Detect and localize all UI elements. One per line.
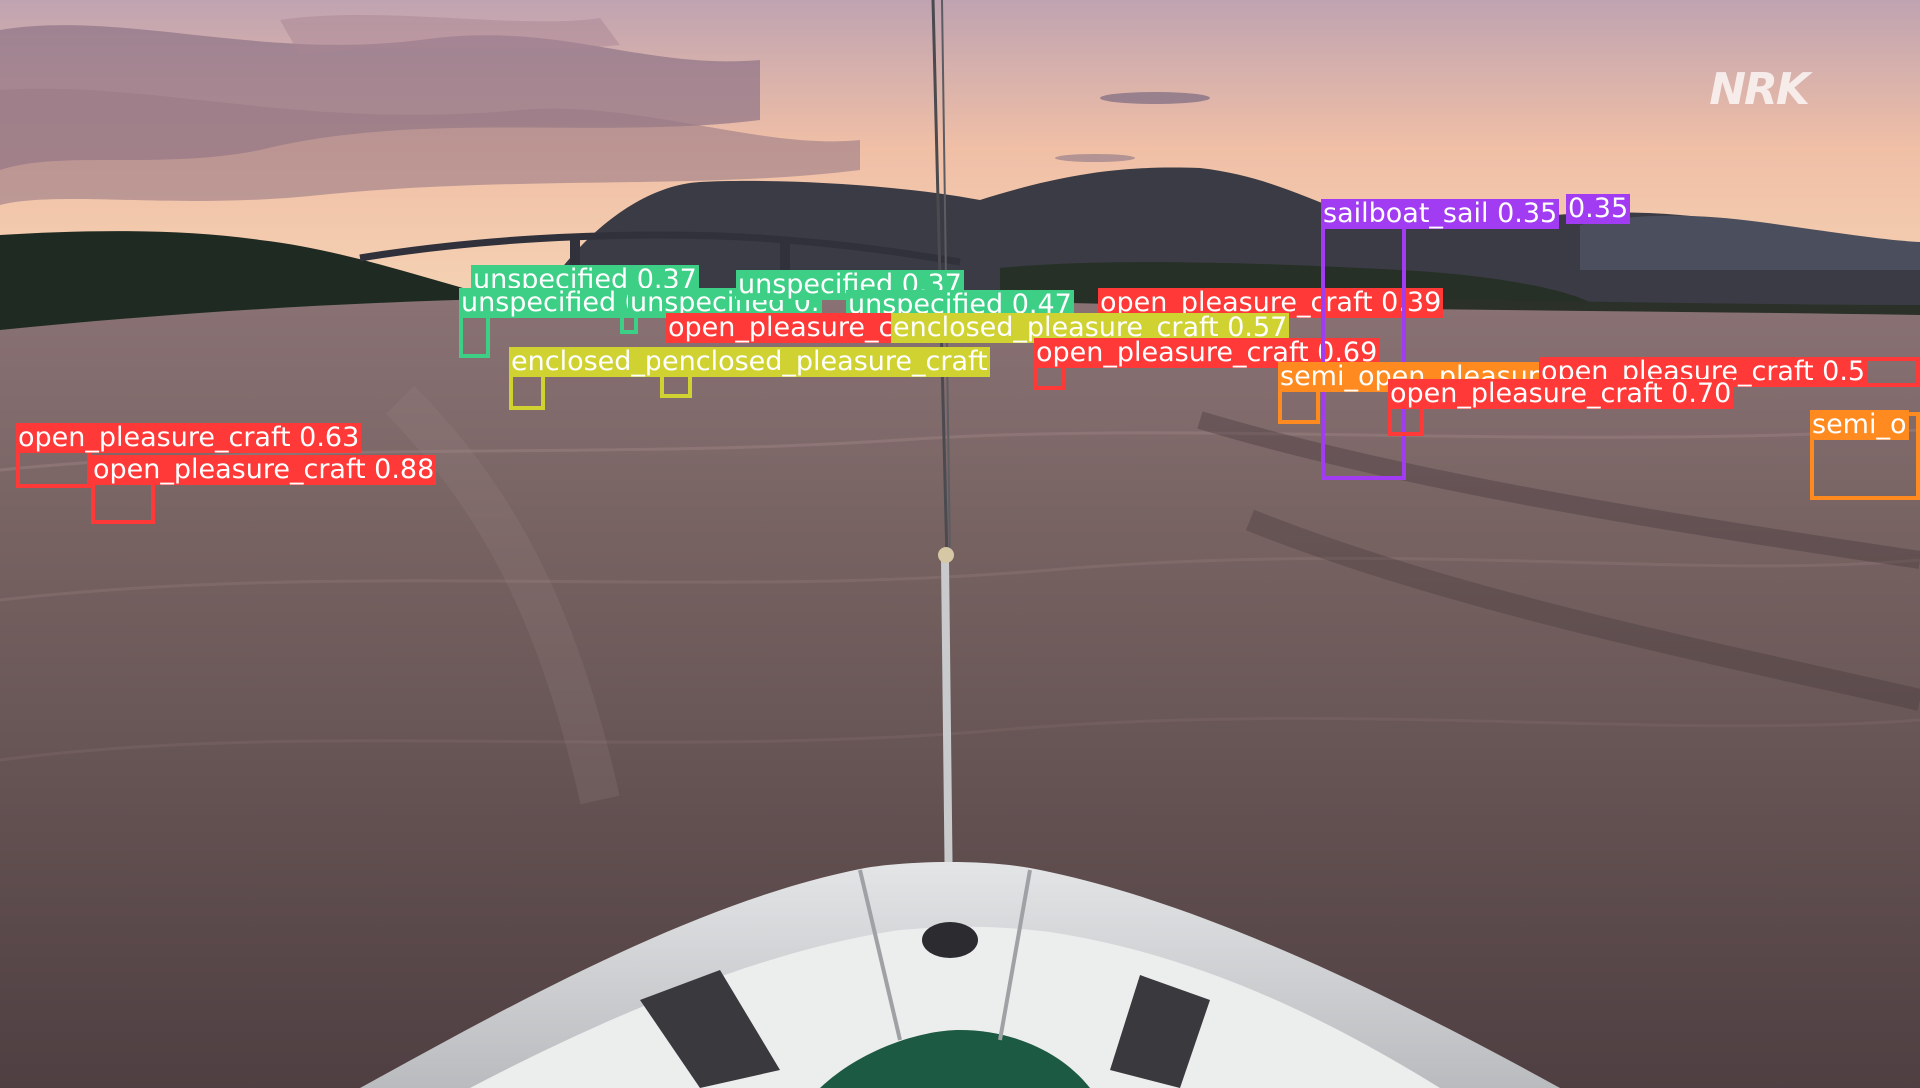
- water: [0, 296, 1920, 1088]
- detection-box-open-pleasure-craft: [16, 448, 91, 488]
- detection-box-unspecified: [459, 312, 490, 358]
- detection-box-sailboat-sail: [1321, 222, 1406, 480]
- bridge: [359, 231, 961, 278]
- detection-label: enclosed_pleasure_craft: [660, 346, 990, 377]
- detection-label: open_pleasure_craft 0.70: [1388, 378, 1734, 409]
- detection-label: semi_o: [1810, 409, 1909, 440]
- nrk-logo: NRK: [1709, 64, 1810, 115]
- detection-label: enclosed_pleasure_craft 0.57: [891, 312, 1290, 343]
- detection-label: open_pleasure_craft 0.88: [91, 454, 437, 485]
- detection-label: open_pleasure_craft 0.39: [1098, 287, 1444, 318]
- detection-label: open_pleasure_craft 0.63: [16, 422, 362, 453]
- detection-label: 0.35: [1566, 193, 1631, 224]
- ship-bow: [360, 862, 1560, 1088]
- detection-box-open-pleasure-craft: [91, 480, 155, 524]
- detection-label: sailboat_sail 0.35: [1321, 198, 1560, 229]
